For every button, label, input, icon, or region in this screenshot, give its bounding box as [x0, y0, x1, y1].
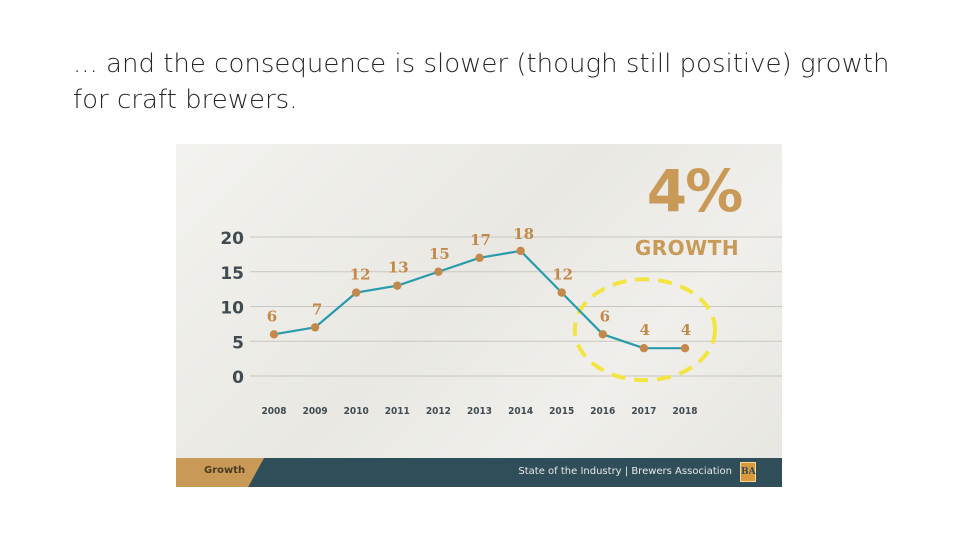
data-point [640, 344, 648, 352]
x-tick-label: 2009 [303, 406, 328, 417]
data-point [516, 247, 524, 255]
data-label: 7 [312, 300, 322, 318]
data-point [681, 344, 689, 352]
x-tick-label: 2011 [385, 406, 410, 417]
data-label: 15 [429, 245, 450, 263]
x-tick-label: 2012 [426, 406, 451, 417]
brewers-association-logo: BA [740, 462, 756, 482]
data-point [270, 330, 278, 338]
data-point [311, 323, 319, 331]
data-point [393, 281, 401, 289]
x-tick-label: 2017 [631, 406, 656, 417]
data-point [434, 268, 442, 276]
growth-callout-label: GROWTH [631, 236, 743, 260]
data-label: 13 [388, 259, 409, 277]
x-tick-label: 2016 [590, 406, 615, 417]
data-label: 18 [513, 225, 534, 243]
y-tick-label: 0 [232, 368, 244, 388]
data-label: 6 [267, 307, 277, 325]
data-point [352, 288, 360, 296]
data-point [558, 288, 566, 296]
data-point [475, 254, 483, 262]
y-tick-label: 15 [220, 264, 244, 284]
x-tick-label: 2010 [344, 406, 369, 417]
slide-title-line-2: for craft brewers. [73, 82, 913, 118]
x-tick-label: 2008 [261, 406, 286, 417]
growth-chart-figure: 0 5 10 15 20 2008 2009 2010 2011 2012 2013 2014 2015… [176, 144, 782, 487]
slide-title-line-1: ... and the consequence is slower (thoug… [73, 46, 913, 82]
y-tick-label: 10 [220, 299, 244, 319]
series-line [274, 251, 685, 348]
footer-tab-label: Growth [204, 465, 245, 476]
y-tick-label: 5 [232, 333, 244, 353]
data-label: 6 [600, 307, 610, 325]
data-label: 4 [640, 321, 650, 339]
data-label: 4 [681, 321, 691, 339]
x-tick-label: 2018 [672, 406, 697, 417]
figure-footer-bar: Growth State of the Industry | Brewers A… [176, 458, 782, 487]
footer-source-text: State of the Industry | Brewers Associat… [518, 466, 732, 477]
slide-title: ... and the consequence is slower (thoug… [73, 46, 913, 118]
x-tick-label: 2014 [508, 406, 533, 417]
data-label: 12 [350, 266, 371, 284]
growth-callout-value: 4% [634, 158, 754, 224]
x-tick-label: 2015 [549, 406, 574, 417]
data-label: 12 [552, 266, 573, 284]
data-point [599, 330, 607, 338]
y-tick-label: 20 [220, 229, 244, 249]
x-tick-label: 2013 [467, 406, 492, 417]
data-label: 17 [470, 231, 491, 249]
